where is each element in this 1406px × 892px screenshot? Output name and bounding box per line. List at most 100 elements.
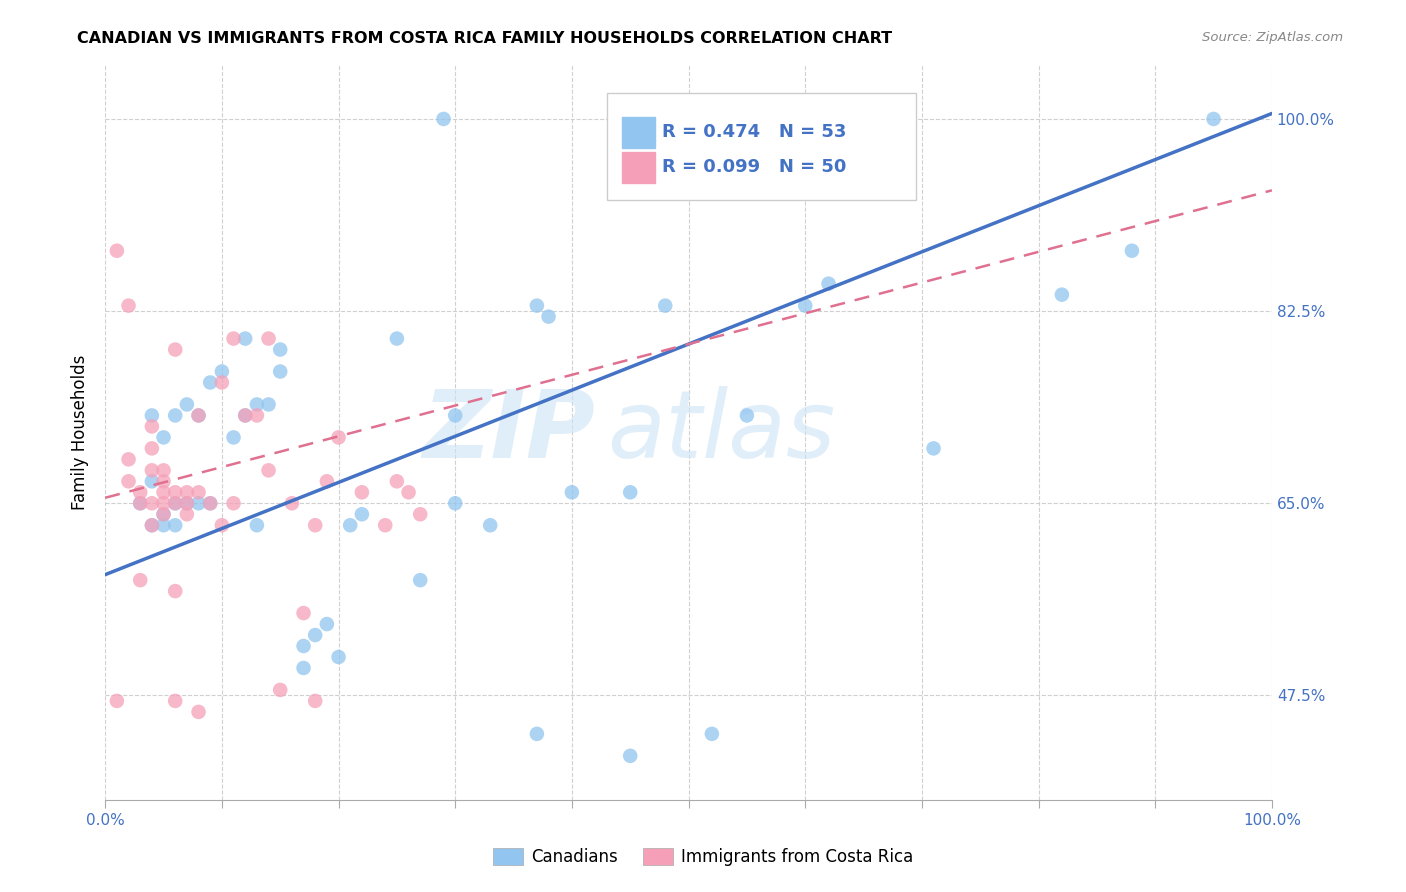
Point <box>526 727 548 741</box>
Point <box>292 661 315 675</box>
Point <box>152 475 174 489</box>
Point <box>165 485 187 500</box>
Point <box>129 485 152 500</box>
Point <box>176 397 198 411</box>
Point <box>129 496 152 510</box>
Text: CANADIAN VS IMMIGRANTS FROM COSTA RICA FAMILY HOUSEHOLDS CORRELATION CHART: CANADIAN VS IMMIGRANTS FROM COSTA RICA F… <box>77 31 893 46</box>
Point <box>165 496 187 510</box>
Legend: Canadians, Immigrants from Costa Rica: Canadians, Immigrants from Costa Rica <box>486 841 920 873</box>
Text: R = 0.474   N = 53: R = 0.474 N = 53 <box>662 123 846 142</box>
Text: ZIP: ZIP <box>422 386 595 478</box>
Point <box>222 496 245 510</box>
Point <box>304 518 326 533</box>
Point <box>117 452 139 467</box>
Point <box>328 430 350 444</box>
Point <box>165 584 187 599</box>
Point <box>269 364 291 378</box>
Point <box>619 485 641 500</box>
Point <box>526 299 548 313</box>
Point <box>117 475 139 489</box>
Point <box>432 112 454 126</box>
Point <box>444 496 467 510</box>
Point <box>141 496 163 510</box>
Point <box>211 364 233 378</box>
Point <box>165 518 187 533</box>
Point <box>105 694 128 708</box>
Text: atlas: atlas <box>607 386 835 477</box>
Point <box>187 409 209 423</box>
Point <box>304 694 326 708</box>
Point <box>187 485 209 500</box>
Point <box>165 409 187 423</box>
Point <box>141 475 163 489</box>
Point <box>176 496 198 510</box>
Point <box>292 639 315 653</box>
Point <box>1050 287 1073 301</box>
Point <box>233 332 256 346</box>
Point <box>246 518 269 533</box>
Point <box>619 748 641 763</box>
Point <box>211 518 233 533</box>
FancyBboxPatch shape <box>607 94 917 200</box>
Point <box>479 518 502 533</box>
Point <box>269 682 291 697</box>
Point <box>141 409 163 423</box>
Point <box>257 332 280 346</box>
Point <box>200 496 222 510</box>
Point <box>141 419 163 434</box>
Point <box>165 496 187 510</box>
Point <box>385 475 408 489</box>
Point <box>176 485 198 500</box>
Point <box>187 496 209 510</box>
Point <box>1202 112 1225 126</box>
Point <box>257 397 280 411</box>
Point <box>152 496 174 510</box>
Point <box>233 409 256 423</box>
Point <box>339 518 361 533</box>
Point <box>350 508 373 522</box>
Point <box>117 299 139 313</box>
Point <box>817 277 839 291</box>
Point <box>105 244 128 258</box>
Y-axis label: Family Households: Family Households <box>72 354 89 509</box>
Point <box>187 409 209 423</box>
Point <box>233 409 256 423</box>
Point <box>152 508 174 522</box>
Text: R = 0.099   N = 50: R = 0.099 N = 50 <box>662 158 846 176</box>
Point <box>222 430 245 444</box>
Text: Source: ZipAtlas.com: Source: ZipAtlas.com <box>1202 31 1343 45</box>
Point <box>187 705 209 719</box>
Point <box>374 518 396 533</box>
Point <box>152 463 174 477</box>
Point <box>315 617 337 632</box>
Point <box>129 496 152 510</box>
Point <box>735 409 758 423</box>
FancyBboxPatch shape <box>621 152 655 183</box>
Point <box>281 496 304 510</box>
FancyBboxPatch shape <box>621 117 655 148</box>
Point <box>269 343 291 357</box>
Point <box>152 430 174 444</box>
Point <box>176 496 198 510</box>
Point <box>922 442 945 456</box>
Point <box>385 332 408 346</box>
Point <box>409 508 432 522</box>
Point <box>246 397 269 411</box>
Point <box>700 727 723 741</box>
Point <box>200 376 222 390</box>
Point <box>537 310 560 324</box>
Point <box>141 518 163 533</box>
Point <box>246 409 269 423</box>
Point <box>129 573 152 587</box>
Point <box>1121 244 1143 258</box>
Point <box>165 694 187 708</box>
Point <box>176 508 198 522</box>
Point <box>398 485 420 500</box>
Point <box>222 332 245 346</box>
Point <box>257 463 280 477</box>
Point <box>328 650 350 665</box>
Point <box>304 628 326 642</box>
Point <box>152 485 174 500</box>
Point <box>350 485 373 500</box>
Point <box>654 299 676 313</box>
